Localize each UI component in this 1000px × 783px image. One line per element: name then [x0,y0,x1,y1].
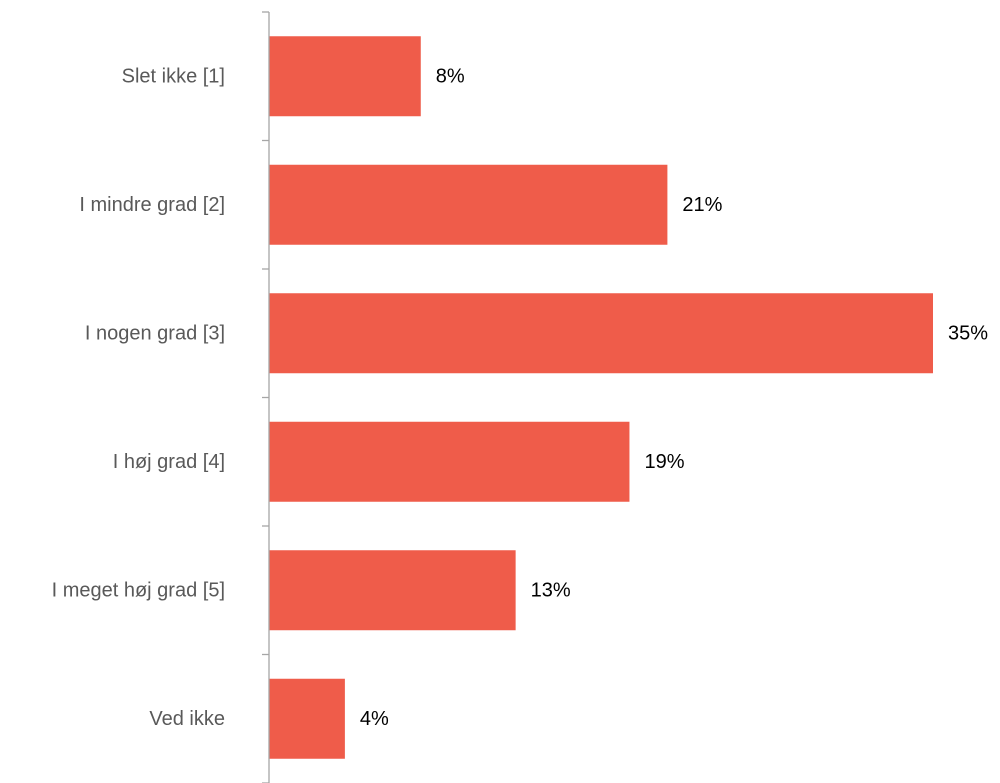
bar-6 [269,678,345,759]
value-label-4: 19% [644,451,684,473]
category-label-1: Slet ikke [1] [122,65,225,87]
bars-layer [269,36,933,759]
bar-4 [269,421,630,502]
value-label-3: 35% [948,322,988,344]
bar-1 [269,36,421,117]
value-label-1: 8% [436,65,465,87]
axis-layer [262,11,270,783]
value-label-2: 21% [682,194,722,216]
value-label-5: 13% [531,579,571,601]
category-label-2: I mindre grad [2] [79,194,225,216]
value-label-6: 4% [360,708,389,730]
bar-3 [269,293,933,374]
bar-2 [269,164,668,245]
category-label-6: Ved ikke [149,708,225,730]
category-label-3: I nogen grad [3] [85,322,225,344]
category-label-5: I meget høj grad [5] [52,579,225,601]
bar-5 [269,550,516,631]
category-label-4: I høj grad [4] [113,451,225,473]
labels-layer: Slet ikke [1] 8% I mindre grad [2] 21% I nog… [52,65,989,730]
